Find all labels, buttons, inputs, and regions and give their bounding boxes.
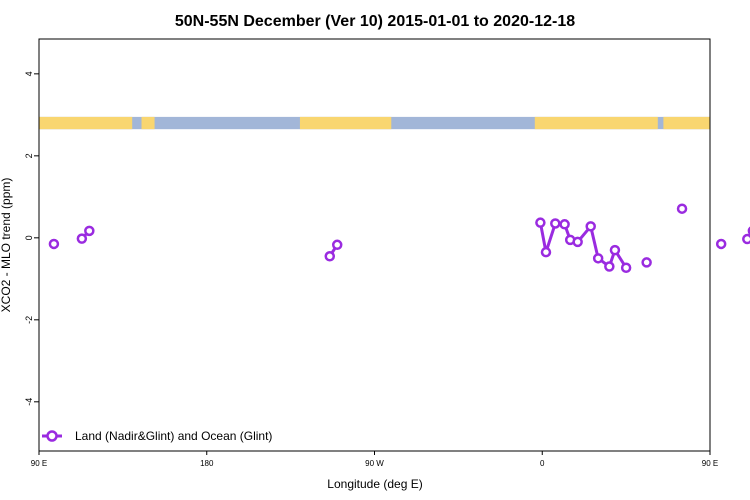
data-point bbox=[742, 233, 750, 245]
data-point bbox=[559, 219, 570, 230]
legend: Land (Nadir&Glint) and Ocean (Glint) bbox=[42, 429, 272, 443]
data-point bbox=[592, 253, 604, 264]
data-point bbox=[715, 238, 727, 250]
data-point bbox=[604, 261, 615, 272]
y-tick-label: 0 bbox=[24, 235, 34, 240]
data-point bbox=[585, 221, 596, 232]
y-axis-label: XCO2 - MLO trend (ppm) bbox=[0, 178, 13, 313]
map-strip bbox=[39, 116, 710, 130]
data-point bbox=[76, 233, 88, 244]
data-point bbox=[324, 251, 336, 262]
y-tick-label: 2 bbox=[24, 153, 34, 158]
map-strip-land bbox=[299, 116, 392, 130]
series-layer bbox=[48, 203, 750, 274]
data-point bbox=[540, 246, 552, 258]
y-axis: 4 2 0 -2 -4 bbox=[24, 71, 39, 406]
data-point bbox=[84, 225, 95, 237]
data-point bbox=[331, 239, 343, 251]
legend-marker-swatch bbox=[46, 430, 58, 442]
x-tick-label: 0 bbox=[540, 459, 545, 468]
data-point bbox=[609, 244, 621, 256]
x-tick-label: 90 W bbox=[365, 459, 384, 468]
data-point bbox=[620, 262, 632, 274]
data-point bbox=[641, 257, 652, 268]
y-tick-label: -4 bbox=[24, 398, 34, 406]
map-strip-land bbox=[663, 116, 710, 130]
data-point bbox=[572, 236, 583, 248]
map-strip-land bbox=[39, 116, 133, 130]
x-tick-label: 90 E bbox=[702, 459, 718, 468]
plot-frame bbox=[38, 38, 711, 452]
data-point bbox=[535, 217, 546, 228]
map-strip-land bbox=[534, 116, 658, 130]
x-tick-label: 90 E bbox=[31, 459, 47, 468]
chart-title: 50N-55N December (Ver 10) 2015-01-01 to … bbox=[175, 13, 575, 30]
x-tick-label: 180 bbox=[200, 459, 214, 468]
legend-label: Land (Nadir&Glint) and Ocean (Glint) bbox=[75, 429, 272, 443]
data-point bbox=[676, 203, 688, 214]
data-point bbox=[48, 238, 60, 250]
y-tick-label: -2 bbox=[24, 316, 34, 324]
x-axis: 90 E 180 90 W 0 90 E bbox=[31, 451, 718, 468]
y-tick-label: 4 bbox=[24, 71, 34, 76]
data-point bbox=[550, 218, 561, 229]
x-axis-label: Longitude (deg E) bbox=[327, 477, 422, 491]
map-strip-land bbox=[141, 116, 155, 130]
